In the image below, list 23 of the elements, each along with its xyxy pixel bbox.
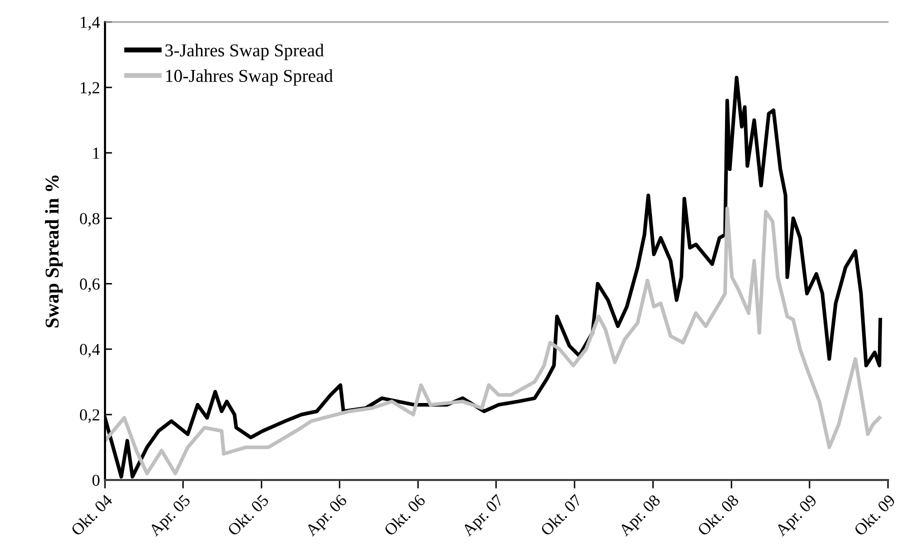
x-tick-label: Okt. 05: [226, 494, 270, 536]
y-tick-label: 0,2: [80, 409, 100, 423]
y-tick-label: 0,6: [80, 278, 100, 292]
y-tick-label: 0: [92, 474, 100, 486]
x-tick-label: Apr. 09: [774, 494, 820, 540]
x-tick-label: Apr. 06: [304, 494, 350, 540]
x-tick-label: Okt. 04: [70, 493, 114, 536]
y-tick-label: 1,2: [80, 82, 100, 96]
x-tick-label: Okt. 08: [696, 494, 740, 536]
y-axis-title: Swap Spread in %: [45, 175, 63, 328]
x-tick-label: Apr. 05: [148, 494, 194, 540]
legend-label: 10-Jahres Swap Spread: [166, 69, 333, 86]
y-tick-label: 0,4: [80, 344, 100, 358]
x-tick-label: Okt. 06: [383, 494, 426, 536]
x-tick-label: Apr. 07: [461, 494, 506, 540]
y-tick-label: 0,8: [80, 212, 100, 227]
x-tick-label: Okt. 07: [540, 494, 583, 536]
x-tick-label: Apr. 08: [618, 494, 664, 540]
y-tick-label: 1,4: [80, 16, 100, 30]
legend-label: 3-Jahres Swap Spread: [165, 44, 324, 60]
y-tick-label: 1: [93, 148, 100, 159]
line-series: [105, 206, 882, 476]
x-tick-label: Okt. 09: [853, 494, 896, 536]
